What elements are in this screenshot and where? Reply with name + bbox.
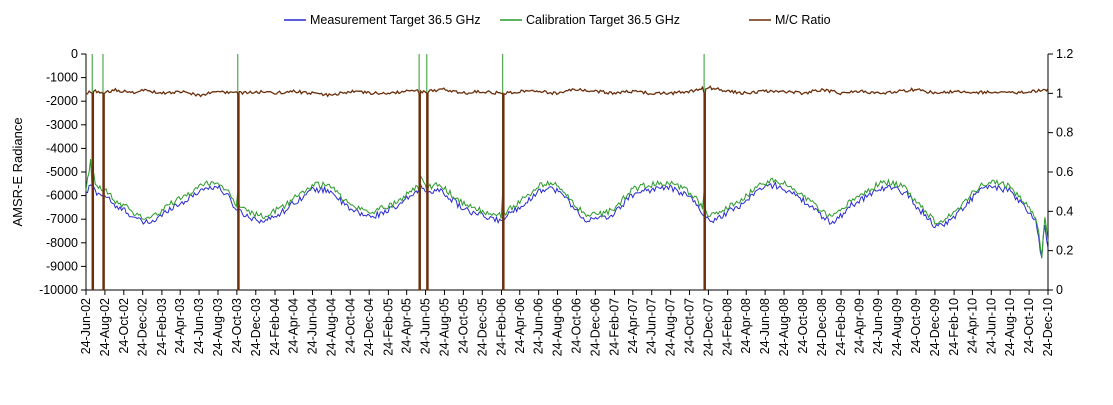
legend-label-2: Calibration Target 36.5 GHz [526,13,680,27]
x-tick-label: 24-Oct-04 [343,298,357,354]
x-tick-label: 24-Aug-04 [324,298,338,356]
left-tick-label: -2000 [46,94,78,108]
left-tick-label: -6000 [46,189,78,203]
x-tick-label: 24-Feb-10 [947,298,961,356]
left-tick-label: -3000 [46,118,78,132]
x-tick-label: 24-Dec-03 [249,298,263,356]
legend-label-3: M/C Ratio [775,13,831,27]
x-tick-label: 24-Feb-06 [494,298,508,356]
right-y-axis: 1.2 1 0.8 0.6 0.4 0.2 0 [1047,47,1073,297]
x-tick-label: 24-Dec-07 [701,298,715,356]
x-tick-label: 24-Aug-08 [777,298,791,356]
x-tick-label: 24-Feb-05 [381,298,395,356]
x-tick-label: 24-Apr-04 [287,298,301,354]
x-tick-label: 24-Jun-10 [984,298,998,354]
measurement-target-line [85,180,1049,258]
left-tick-label: -7000 [46,212,78,226]
left-tick-label: -9000 [46,259,78,273]
x-tick-label: 24-Jun-08 [758,298,772,354]
x-tick-label: 24-Jun-05 [419,298,433,354]
x-tick-label: 24-Apr-03 [173,298,187,354]
left-tick-label: -10000 [39,283,78,297]
x-tick-label: 24-Dec-09 [928,298,942,356]
series-layer [85,54,1049,291]
calibration-target-line [85,54,1049,259]
right-tick-label: 0.8 [1056,126,1073,140]
left-tick-label: 0 [71,47,78,61]
x-tick-label: 24-Oct-02 [117,298,131,354]
x-tick-label: 24-Apr-05 [400,298,414,354]
right-tick-label: 0.2 [1056,244,1073,258]
x-tick-label: 24-Feb-07 [608,298,622,356]
x-tick-label: 24-Apr-06 [513,298,527,354]
x-tick-label: 24-Feb-03 [155,298,169,356]
x-tick-label: 24-Oct-05 [456,298,470,354]
x-tick-label: 24-Apr-07 [626,298,640,354]
x-tick-label: 24-Aug-10 [1003,298,1017,356]
x-tick-label: 24-Aug-03 [211,298,225,356]
mc-ratio-line [85,85,1049,291]
x-tick-label: 24-Oct-09 [909,298,923,354]
legend: Measurement Target 36.5 GHz Calibration T… [284,13,831,27]
x-tick-label: 24-Feb-04 [268,298,282,356]
x-tick-label: 24-Oct-10 [1022,298,1036,354]
x-tick-label: 24-Aug-02 [98,298,112,356]
left-tick-label: -1000 [46,71,78,85]
right-tick-label: 1.2 [1056,47,1073,61]
x-tick-label: 24-Aug-07 [664,298,678,356]
x-tick-label: 24-Aug-06 [551,298,565,356]
x-tick-label: 24-Oct-06 [569,298,583,354]
x-tick-label: 24-Apr-10 [965,298,979,354]
x-tick-label: 24-Oct-03 [230,298,244,354]
left-tick-label: -8000 [46,236,78,250]
left-tick-label: -4000 [46,141,78,155]
x-tick-label: 24-Jun-07 [645,298,659,354]
x-tick-label: 24-Jun-03 [192,298,206,354]
legend-label-1: Measurement Target 36.5 GHz [310,13,481,27]
x-tick-label: 24-Dec-04 [362,298,376,356]
x-tick-label: 24-Jun-02 [79,298,93,354]
x-tick-label: 24-Dec-02 [136,298,150,356]
x-tick-label: 24-Dec-06 [588,298,602,356]
x-tick-label: 24-Aug-05 [437,298,451,356]
x-tick-label: 24-Jun-09 [871,298,885,354]
x-tick-label: 24-Jun-04 [305,298,319,354]
right-tick-label: 0 [1056,283,1063,297]
left-y-axis: 0 -1000 -2000 -3000 -4000 -5000 -6000 -7000 -800… [39,47,87,297]
right-tick-label: 1 [1056,86,1063,100]
right-tick-label: 0.4 [1056,204,1073,218]
x-tick-label: 24-Apr-09 [852,298,866,354]
x-tick-label: 24-Feb-08 [721,298,735,356]
x-tick-label: 24-Dec-10 [1041,298,1055,356]
right-tick-label: 0.6 [1056,165,1073,179]
x-tick-label: 24-Feb-09 [834,298,848,356]
x-axis: 24-Jun-02 24-Aug-02 24-Oct-02 24-Dec-02 24-F… [79,289,1055,356]
x-tick-label: 24-Dec-05 [475,298,489,356]
x-tick-label: 24-Aug-09 [890,298,904,356]
x-tick-label: 24-Oct-08 [796,298,810,354]
x-tick-label: 24-Apr-08 [739,298,753,354]
y-axis-title: AMSR-E Radiance [10,117,25,226]
x-tick-label: 24-Dec-08 [815,298,829,356]
x-tick-label: 24-Oct-07 [683,298,697,354]
x-tick-label: 24-Jun-06 [532,298,546,354]
left-tick-label: -5000 [46,165,78,179]
